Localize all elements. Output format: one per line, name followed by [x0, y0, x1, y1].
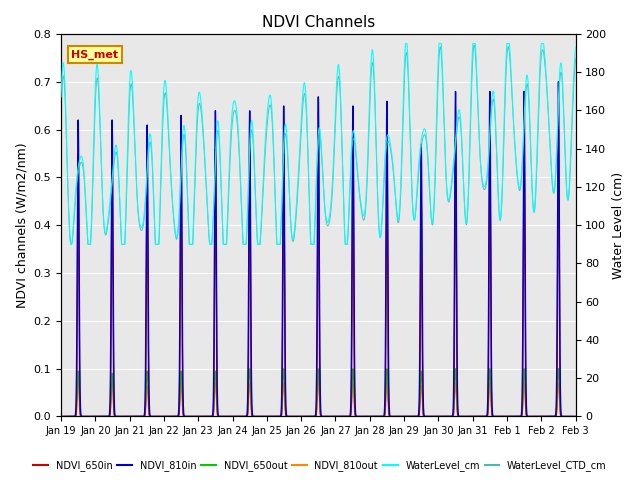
Y-axis label: Water Level (cm): Water Level (cm)	[612, 172, 625, 279]
Text: HS_met: HS_met	[71, 49, 118, 60]
Title: NDVI Channels: NDVI Channels	[262, 15, 375, 30]
Y-axis label: NDVI channels (W/m2/nm): NDVI channels (W/m2/nm)	[15, 143, 28, 308]
Legend: NDVI_650in, NDVI_810in, NDVI_650out, NDVI_810out, WaterLevel_cm, WaterLevel_CTD_: NDVI_650in, NDVI_810in, NDVI_650out, NDV…	[29, 456, 611, 475]
